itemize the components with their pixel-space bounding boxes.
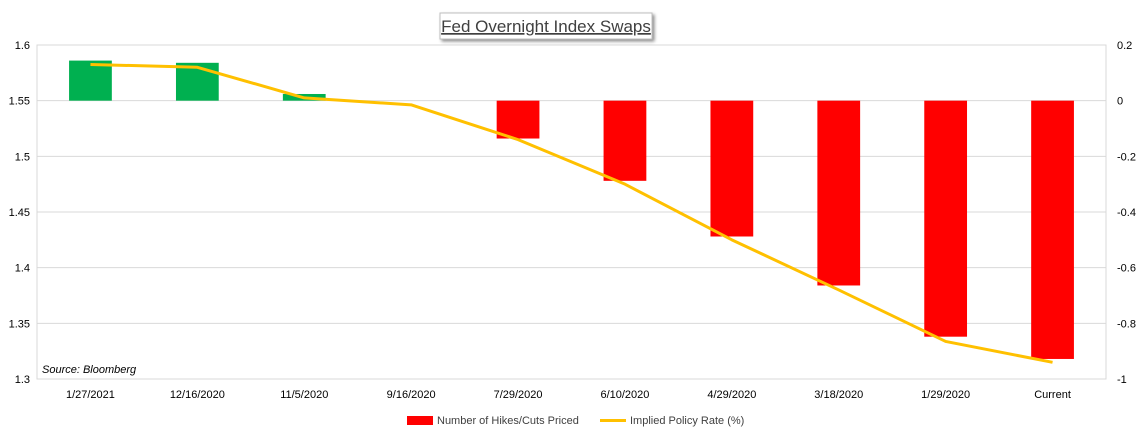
x-tick-label: 6/10/2020 <box>600 389 649 401</box>
x-tick-label: 9/16/2020 <box>387 389 436 401</box>
right-tick-label: -0.6 <box>1117 263 1136 275</box>
bar-0 <box>69 60 112 101</box>
chart-title-box: Fed Overnight Index Swaps <box>439 12 653 40</box>
bar-7 <box>817 100 861 286</box>
right-tick-label: -0.8 <box>1117 318 1136 330</box>
left-tick-label: 1.45 <box>9 207 30 219</box>
x-tick-label: 11/5/2020 <box>280 389 328 401</box>
bar-8 <box>924 100 968 337</box>
right-tick-label: -0.2 <box>1117 151 1136 163</box>
left-tick-label: 1.5 <box>15 151 30 163</box>
x-tick-label: Current <box>1034 389 1071 401</box>
x-tick-label: 1/29/2020 <box>921 389 970 401</box>
legend-bar-label: Number of Hikes/Cuts Priced <box>437 415 579 427</box>
left-tick-label: 1.55 <box>9 96 30 108</box>
left-tick-label: 1.6 <box>15 40 30 52</box>
line-series <box>90 62 1053 364</box>
x-tick-label: 1/27/2021 <box>66 389 115 401</box>
bar-series <box>69 60 1074 359</box>
right-tick-label: 0 <box>1117 96 1123 108</box>
legend-bar-swatch <box>407 416 433 425</box>
right-y-axis: 0.2 0 -0.2 -0.4 -0.6 -0.8 -1 <box>1117 40 1136 386</box>
bar-5 <box>603 100 647 181</box>
chart-title: Fed Overnight Index Swaps <box>441 17 651 36</box>
left-tick-label: 1.35 <box>9 318 30 330</box>
x-tick-label: 12/16/2020 <box>170 389 225 401</box>
bar-4 <box>496 100 540 139</box>
legend: Number of Hikes/Cuts Priced Implied Poli… <box>407 415 744 427</box>
left-y-axis: 1.6 1.55 1.5 1.45 1.4 1.35 1.3 <box>9 40 30 386</box>
implied-rate-line <box>90 62 1053 364</box>
left-tick-label: 1.3 <box>15 374 30 386</box>
right-tick-label: -1 <box>1117 374 1127 386</box>
source-note: Source: Bloomberg <box>42 364 137 376</box>
x-tick-label: 4/29/2020 <box>707 389 756 401</box>
bar-6 <box>710 100 754 237</box>
bar-1 <box>175 62 219 101</box>
right-tick-label: 0.2 <box>1117 40 1132 52</box>
legend-line-label: Implied Policy Rate (%) <box>630 415 744 427</box>
x-axis: 1/27/2021 12/16/2020 11/5/2020 9/16/2020 7/2… <box>66 389 1071 401</box>
left-tick-label: 1.4 <box>15 263 30 275</box>
x-tick-label: 3/18/2020 <box>814 389 863 401</box>
x-tick-label: 7/29/2020 <box>494 389 543 401</box>
right-tick-label: -0.4 <box>1117 207 1136 219</box>
bar-9 <box>1031 100 1074 359</box>
